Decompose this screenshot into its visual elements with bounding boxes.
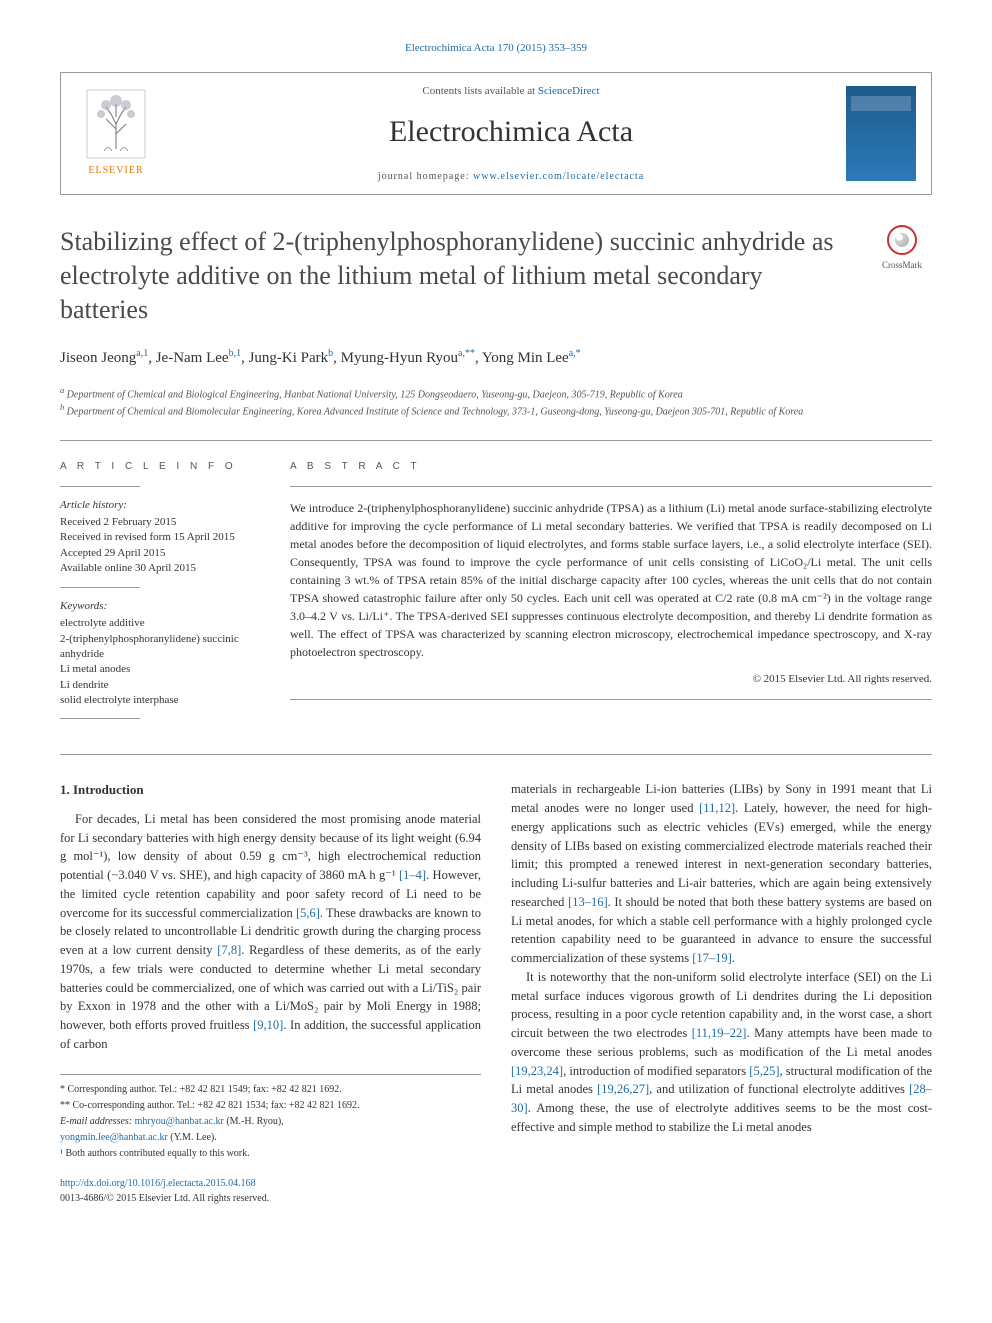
introduction-heading: 1. Introduction [60,780,481,800]
history-label: Article history: [60,497,260,514]
history-line: Received 2 February 2015 [60,515,260,530]
history-line: Received in revised form 15 April 2015 [60,530,260,545]
corresponding-author-note: * Corresponding author. Tel.: +82 42 821… [60,1083,481,1097]
reference-link[interactable]: [5,25] [749,1064,779,1078]
doi-link[interactable]: http://dx.doi.org/10.1016/j.electacta.20… [60,1178,256,1189]
info-divider [60,718,140,719]
history-line: Accepted 29 April 2015 [60,546,260,561]
body-paragraph: It is noteworthy that the non-uniform so… [511,968,932,1137]
keyword: 2-(triphenylphosphoranylidene) succinic … [60,632,260,663]
author-list: Jiseon Jeonga,1, Je-Nam Leeb,1, Jung-Ki … [60,346,932,370]
citation-header: Electrochimica Acta 170 (2015) 353–359 [60,40,932,57]
keyword: Li metal anodes [60,662,260,677]
crossmark-icon [887,225,917,255]
affiliations: a Department of Chemical and Biological … [60,385,932,420]
elsevier-tree-icon [86,89,146,159]
reference-link[interactable]: [1–4] [399,868,426,882]
keyword: Li dendrite [60,678,260,693]
article-info-heading: A R T I C L E I N F O [60,459,260,474]
keyword: electrolyte additive [60,616,260,631]
contents-available: Contents lists available at ScienceDirec… [176,83,846,100]
abstract-divider [290,699,932,700]
divider [60,754,932,755]
reference-link[interactable]: [5,6] [296,906,320,920]
affiliation-a: a Department of Chemical and Biological … [60,385,932,402]
reference-link[interactable]: [11,12] [699,801,735,815]
affiliation-b: b Department of Chemical and Biomolecula… [60,402,932,419]
article-title: Stabilizing effect of 2-(triphenylphosph… [60,225,852,326]
crossmark-label: CrossMark [872,259,932,273]
info-divider [60,486,140,487]
reference-link[interactable]: [11,19–22] [692,1026,747,1040]
journal-cover-thumbnail [846,86,916,181]
abstract-heading: A B S T R A C T [290,459,932,474]
left-column: 1. Introduction For decades, Li metal ha… [60,780,481,1205]
footnotes: * Corresponding author. Tel.: +82 42 821… [60,1074,481,1161]
email-line: yongmin.lee@hanbat.ac.kr (Y.M. Lee). [60,1131,481,1145]
email-link[interactable]: yongmin.lee@hanbat.ac.kr [60,1132,168,1143]
reference-link[interactable]: [17–19] [692,951,732,965]
email-link[interactable]: mhryou@hanbat.ac.kr [135,1116,224,1127]
history-line: Available online 30 April 2015 [60,561,260,576]
contents-label: Contents lists available at [422,85,537,97]
journal-name: Electrochimica Acta [176,109,846,154]
homepage-label: journal homepage: [378,171,473,182]
email-line: E-mail addresses: mhryou@hanbat.ac.kr (M… [60,1115,481,1129]
body-paragraph: materials in rechargeable Li-ion batteri… [511,780,932,968]
equal-contribution-note: ¹ Both authors contributed equally to th… [60,1147,481,1161]
reference-link[interactable]: [9,10] [253,1018,283,1032]
issn-copyright: 0013-4686/© 2015 Elsevier Ltd. All right… [60,1191,481,1206]
homepage-url[interactable]: www.elsevier.com/locate/electacta [473,171,644,182]
abstract-copyright: © 2015 Elsevier Ltd. All rights reserved… [290,671,932,688]
abstract-text: We introduce 2-(triphenylphosphoranylide… [290,499,932,661]
elsevier-logo: ELSEVIER [76,83,156,183]
abstract-column: A B S T R A C T We introduce 2-(tripheny… [290,459,932,730]
right-column: materials in rechargeable Li-ion batteri… [511,780,932,1205]
crossmark-badge[interactable]: CrossMark [872,225,932,273]
co-corresponding-author-note: ** Co-corresponding author. Tel.: +82 42… [60,1099,481,1113]
article-info-column: A R T I C L E I N F O Article history: R… [60,459,260,730]
keywords-label: Keywords: [60,598,260,615]
sciencedirect-link[interactable]: ScienceDirect [538,85,600,97]
divider [60,440,932,441]
reference-link[interactable]: [19,26,27] [597,1082,649,1096]
doi-block: http://dx.doi.org/10.1016/j.electacta.20… [60,1176,481,1206]
reference-link[interactable]: [7,8] [217,943,241,957]
info-divider [60,587,140,588]
body-paragraph: For decades, Li metal has been considere… [60,810,481,1054]
keyword: solid electrolyte interphase [60,693,260,708]
reference-link[interactable]: [13–16] [568,895,608,909]
reference-link[interactable]: [19,23,24] [511,1064,563,1078]
abstract-divider [290,486,932,487]
homepage-line: journal homepage: www.elsevier.com/locat… [176,169,846,184]
journal-header-box: ELSEVIER Contents lists available at Sci… [60,72,932,196]
elsevier-text: ELSEVIER [88,163,143,178]
